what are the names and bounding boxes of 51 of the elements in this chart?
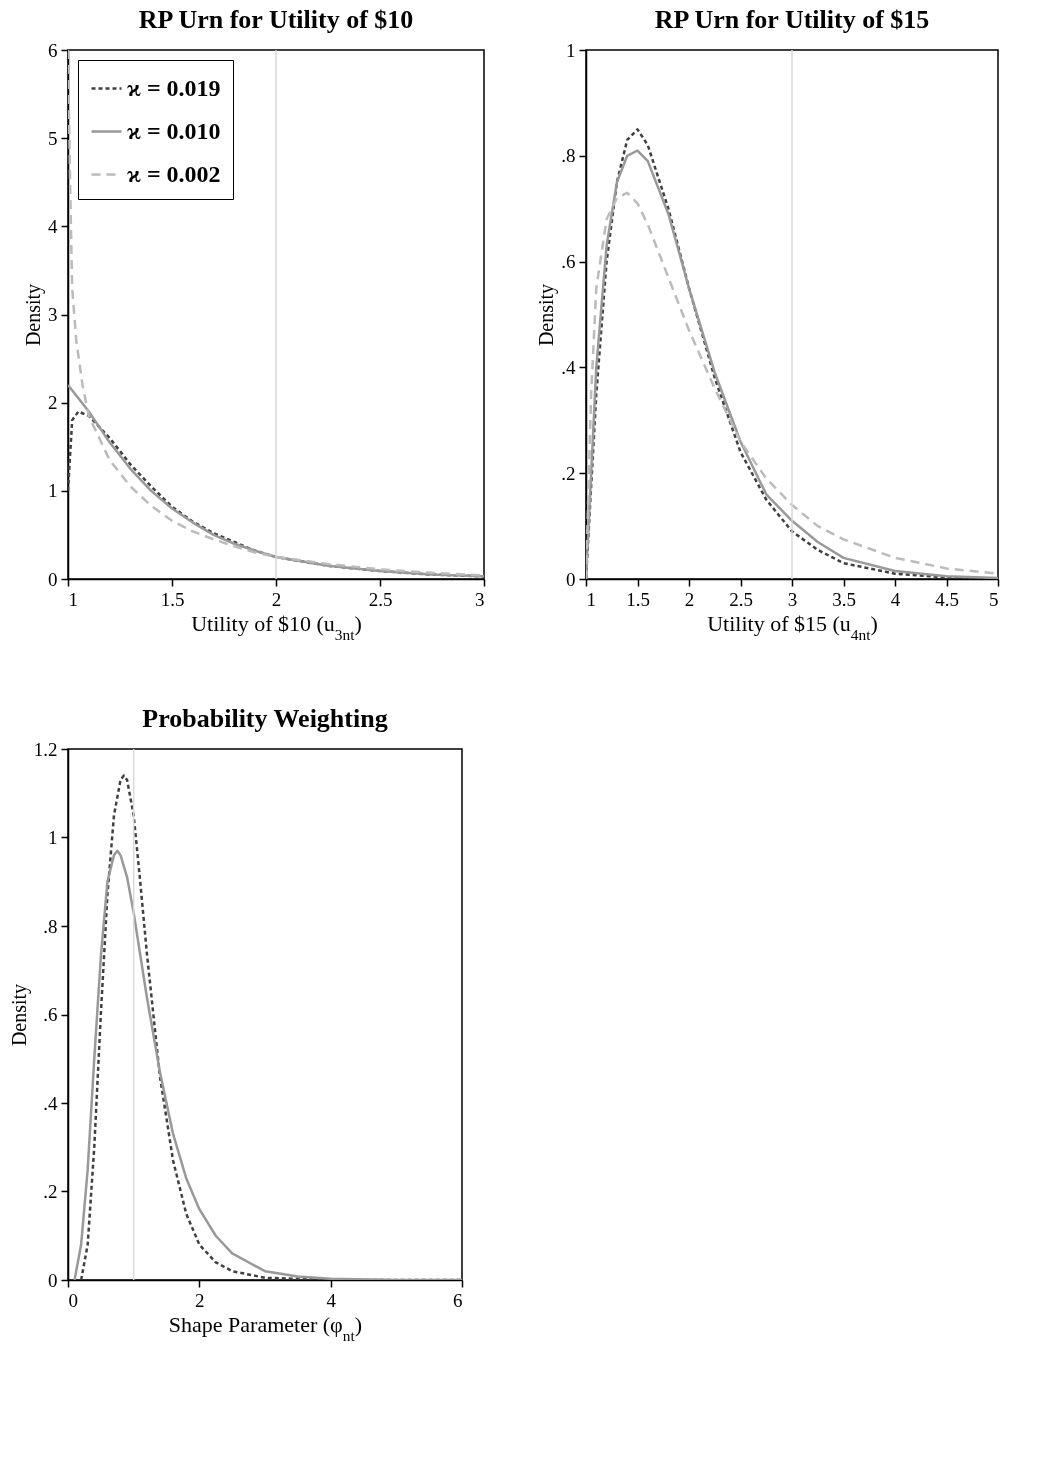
- chart-title: Probability Weighting: [142, 704, 388, 733]
- legend-label: ϰ = 0.019: [127, 74, 221, 101]
- x-axis-title: Utility of $10 (u$_{3nt}$): [191, 610, 362, 642]
- y-tick-label: 0: [48, 568, 58, 590]
- x-tick-label: 2: [271, 588, 282, 610]
- x-tick-label: 4: [890, 588, 901, 610]
- y-tick-label: 1: [566, 39, 576, 61]
- y-tick-label: .8: [43, 915, 58, 937]
- x-tick-label: 4.5: [935, 588, 959, 610]
- y-tick-label: .4: [561, 356, 576, 378]
- line-series: [73, 849, 462, 1280]
- x-tick-label: 4: [326, 1289, 337, 1311]
- y-tick-label: 1: [48, 827, 58, 848]
- x-axis-title: Utility of $15 (u$_{4nt}$): [707, 610, 878, 642]
- x-tick-label: 1.5: [626, 588, 650, 610]
- legend-label: ϰ = 0.002: [127, 160, 221, 187]
- x-tick-label: 2: [195, 1289, 205, 1311]
- y-axis-title: Density: [7, 983, 31, 1047]
- y-tick-label: .4: [43, 1092, 58, 1114]
- chart-title: RP Urn for Utility of $15: [654, 5, 930, 34]
- y-tick-label: 1: [48, 480, 58, 502]
- y-tick-label: 2: [48, 392, 58, 414]
- x-tick-label: 2.5: [368, 588, 393, 610]
- y-tick-label: 0: [566, 568, 576, 590]
- x-axis-title: Shape Parameter (φ$_{nt}$): [168, 1311, 363, 1343]
- y-tick-label: .6: [43, 1004, 58, 1025]
- x-tick-label: 3.5: [832, 588, 856, 610]
- y-axis-title: Density: [535, 283, 559, 347]
- x-tick-label: 6: [453, 1289, 463, 1311]
- y-tick-label: 0: [48, 1269, 58, 1291]
- x-tick-label: 5: [989, 588, 999, 610]
- x-tick-label: 1.5: [160, 588, 185, 610]
- x-tick-label: 2.5: [729, 588, 753, 610]
- x-tick-label: 2: [684, 588, 695, 610]
- legend-label: ϰ = 0.010: [127, 117, 221, 144]
- x-tick-label: 1: [586, 588, 596, 610]
- y-tick-label: 3: [48, 304, 58, 325]
- y-tick-label: .2: [561, 462, 576, 484]
- y-tick-label: .6: [561, 251, 576, 273]
- x-tick-label: 3: [787, 588, 798, 610]
- chart-title: RP Urn for Utility of $10: [138, 5, 414, 34]
- y-tick-label: 5: [48, 127, 58, 149]
- y-axis-title: Density: [22, 283, 45, 347]
- y-tick-label: 4: [48, 215, 58, 237]
- x-tick-label: 1: [68, 588, 78, 610]
- x-tick-label: 0: [68, 1289, 78, 1311]
- y-tick-label: 1.2: [33, 738, 58, 760]
- y-tick-label: 6: [48, 39, 58, 61]
- y-tick-label: .8: [561, 145, 576, 167]
- x-tick-label: 3: [475, 588, 485, 610]
- y-tick-label: .2: [43, 1181, 58, 1202]
